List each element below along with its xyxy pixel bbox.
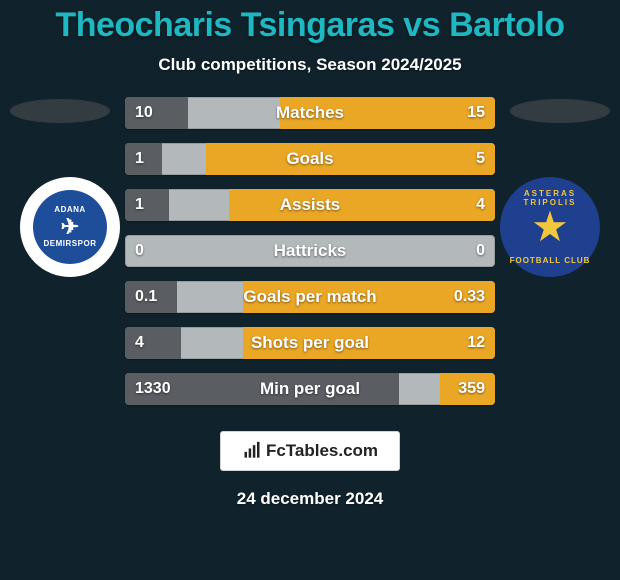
bar-value-right: 4 xyxy=(466,189,495,221)
bar-value-right: 15 xyxy=(457,97,495,129)
date-text: 24 december 2024 xyxy=(0,489,620,509)
stage: ADANA ✈ DEMIRSPOR ASTERAS TRIPOLIS FOOTB… xyxy=(0,97,620,405)
bar-value-left: 0 xyxy=(125,235,154,267)
bar-value-right: 359 xyxy=(448,373,495,405)
badge-ring-text: ASTERAS TRIPOLIS FOOTBALL CLUB xyxy=(508,185,592,269)
bar-fill-right xyxy=(229,189,495,221)
subtitle: Club competitions, Season 2024/2025 xyxy=(0,55,620,75)
bar-value-left: 1 xyxy=(125,189,154,221)
comparison-card: Theocharis Tsingaras vs Bartolo Club com… xyxy=(0,0,620,580)
plane-icon: ✈ xyxy=(61,216,79,238)
bar-value-right: 5 xyxy=(466,143,495,175)
stat-row: Shots per goal412 xyxy=(125,327,495,359)
ring-text-top: ASTERAS TRIPOLIS xyxy=(508,189,592,207)
bar-fill-right xyxy=(206,143,495,175)
stat-row: Goals per match0.10.33 xyxy=(125,281,495,313)
player-shadow-right xyxy=(510,99,610,123)
bar-value-left: 4 xyxy=(125,327,154,359)
bar-value-left: 1 xyxy=(125,143,154,175)
team-emblem-left: ADANA ✈ DEMIRSPOR xyxy=(33,190,107,264)
bar-value-right: 12 xyxy=(457,327,495,359)
page-title: Theocharis Tsingaras vs Bartolo xyxy=(0,0,620,45)
brand-box: FcTables.com xyxy=(220,431,400,471)
bar-value-right: 0 xyxy=(466,235,495,267)
bar-value-right: 0.33 xyxy=(444,281,495,313)
stat-row: Assists14 xyxy=(125,189,495,221)
stat-row: Min per goal1330359 xyxy=(125,373,495,405)
stat-row: Goals15 xyxy=(125,143,495,175)
player-shadow-left xyxy=(10,99,110,123)
team-emblem-right: ASTERAS TRIPOLIS FOOTBALL CLUB ★ xyxy=(508,185,592,269)
bar-label: Hattricks xyxy=(125,235,495,267)
bar-value-left: 0.1 xyxy=(125,281,167,313)
bar-value-left: 10 xyxy=(125,97,163,129)
team-badge-left: ADANA ✈ DEMIRSPOR xyxy=(20,177,120,277)
stat-bars: Matches1015Goals15Assists14Hattricks00Go… xyxy=(125,97,495,405)
team-left-sub: DEMIRSPOR xyxy=(44,240,97,248)
team-badge-right: ASTERAS TRIPOLIS FOOTBALL CLUB ★ xyxy=(500,177,600,277)
stat-row: Hattricks0 0 xyxy=(125,235,495,267)
ring-text-bottom: FOOTBALL CLUB xyxy=(508,256,592,265)
bar-value-left: 1330 xyxy=(125,373,181,405)
brand-text: FcTables.com xyxy=(266,441,378,461)
stat-row: Matches1015 xyxy=(125,97,495,129)
brand-chart-icon xyxy=(242,441,262,461)
team-left-name: ADANA xyxy=(54,206,85,214)
